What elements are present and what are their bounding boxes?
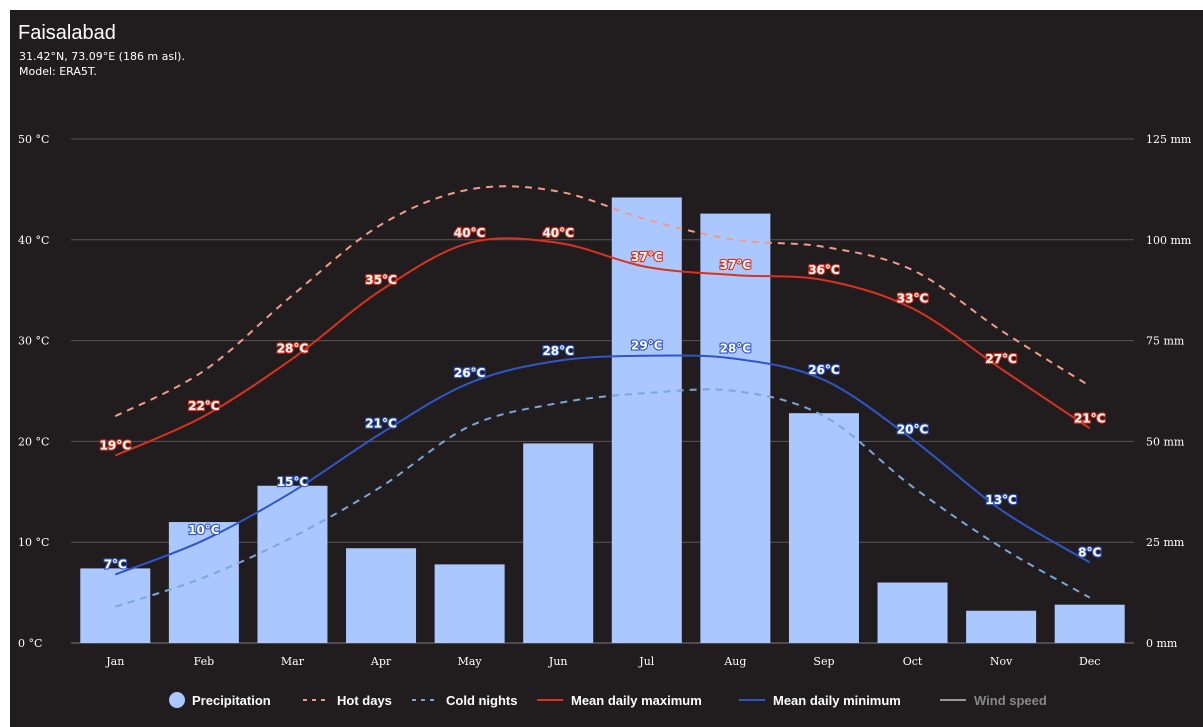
mean-daily-minimum-line xyxy=(114,354,1091,576)
x-tick-label: Jun xyxy=(548,655,568,668)
climate-chart: 0 °C 10 °C 20 °C 30 °C 40 °C 50 °C 0 mm 25 mm 50… xyxy=(18,133,1192,708)
x-tick-label: Mar xyxy=(281,655,305,668)
x-tick-label: Sep xyxy=(813,655,834,668)
legend-label: Precipitation xyxy=(192,693,271,708)
x-tick-label: May xyxy=(458,655,483,668)
min-data-label: 10°C xyxy=(188,523,220,537)
min-data-label: 13°C xyxy=(985,493,1017,507)
y-left-tick-label: 40 °C xyxy=(18,234,49,247)
y-left-tick-label: 10 °C xyxy=(18,536,49,549)
precipitation-bar xyxy=(788,413,859,643)
precipitation-bar xyxy=(966,610,1037,643)
max-data-label: 37°C xyxy=(720,258,752,272)
precipitation-bar xyxy=(434,564,505,643)
y-left-tick-label: 50 °C xyxy=(18,133,49,146)
legend-label: Mean daily maximum xyxy=(571,693,702,708)
x-tick-label: Jul xyxy=(638,655,654,668)
min-data-label: 15°C xyxy=(277,475,309,489)
chart-panel: Faisalabad 31.42°N, 73.09°E (186 m asl).… xyxy=(10,10,1203,727)
x-tick-label: Apr xyxy=(370,655,392,668)
legend-label: Wind speed xyxy=(974,693,1047,708)
max-data-label: 36°C xyxy=(808,263,840,277)
y-right-tick-label: 0 mm xyxy=(1146,637,1178,650)
max-data-label: 35°C xyxy=(365,273,397,287)
precipitation-bar xyxy=(257,485,328,643)
precipitation-bar xyxy=(1054,604,1125,643)
max-data-label: 27°C xyxy=(985,352,1017,366)
min-data-label: 29°C xyxy=(631,339,663,353)
min-data-label: 21°C xyxy=(365,416,397,430)
precipitation-bar xyxy=(700,213,771,644)
y-left-tick-label: 30 °C xyxy=(18,335,49,348)
min-data-label: 20°C xyxy=(897,422,929,436)
precipitation-bar xyxy=(611,197,682,644)
min-data-label: 8°C xyxy=(1078,545,1101,559)
min-data-label: 28°C xyxy=(542,344,574,358)
y-left-tick-label: 20 °C xyxy=(18,435,49,448)
max-data-label: 19°C xyxy=(100,439,132,453)
legend-label: Mean daily minimum xyxy=(773,693,901,708)
y-right-tick-label: 50 mm xyxy=(1146,435,1185,448)
x-tick-label: Feb xyxy=(194,655,215,668)
max-data-label: 21°C xyxy=(1074,411,1106,425)
max-data-label: 40°C xyxy=(542,226,574,240)
min-data-label: 28°C xyxy=(720,342,752,356)
y-right-tick-label: 25 mm xyxy=(1146,536,1185,549)
mean-daily-maximum-line xyxy=(114,237,1091,457)
min-data-label: 26°C xyxy=(808,363,840,377)
coordinates-text: 31.42°N, 73.09°E (186 m asl). xyxy=(19,50,185,63)
cold-nights-line xyxy=(114,388,1091,608)
max-data-label: 28°C xyxy=(277,342,309,356)
max-data-label: 33°C xyxy=(897,291,929,305)
precipitation-bar xyxy=(168,522,239,643)
y-right-tick-label: 75 mm xyxy=(1146,335,1185,348)
precipitation-bar xyxy=(523,443,594,643)
legend-label: Hot days xyxy=(337,693,392,708)
x-tick-label: Oct xyxy=(903,655,923,668)
min-data-label: 7°C xyxy=(104,557,127,571)
hot-days-line xyxy=(114,185,1091,418)
max-data-label: 40°C xyxy=(454,226,486,240)
precipitation-bar xyxy=(346,548,417,643)
legend-precipitation-icon xyxy=(169,692,185,708)
y-right-tick-label: 100 mm xyxy=(1146,234,1192,247)
y-right-tick-label: 125 mm xyxy=(1146,133,1192,146)
x-tick-label: Dec xyxy=(1079,655,1101,668)
max-data-label: 22°C xyxy=(188,399,220,413)
x-tick-label: Nov xyxy=(990,655,1013,668)
x-tick-label: Jan xyxy=(105,655,124,668)
model-text: Model: ERA5T. xyxy=(19,65,97,78)
min-data-label: 26°C xyxy=(454,366,486,380)
precipitation-bar xyxy=(877,582,948,643)
x-tick-label: Aug xyxy=(723,655,746,668)
legend-label: Cold nights xyxy=(446,693,518,708)
chart-title: Faisalabad xyxy=(18,22,116,44)
y-left-tick-label: 0 °C xyxy=(18,637,42,650)
max-data-label: 37°C xyxy=(631,250,663,264)
